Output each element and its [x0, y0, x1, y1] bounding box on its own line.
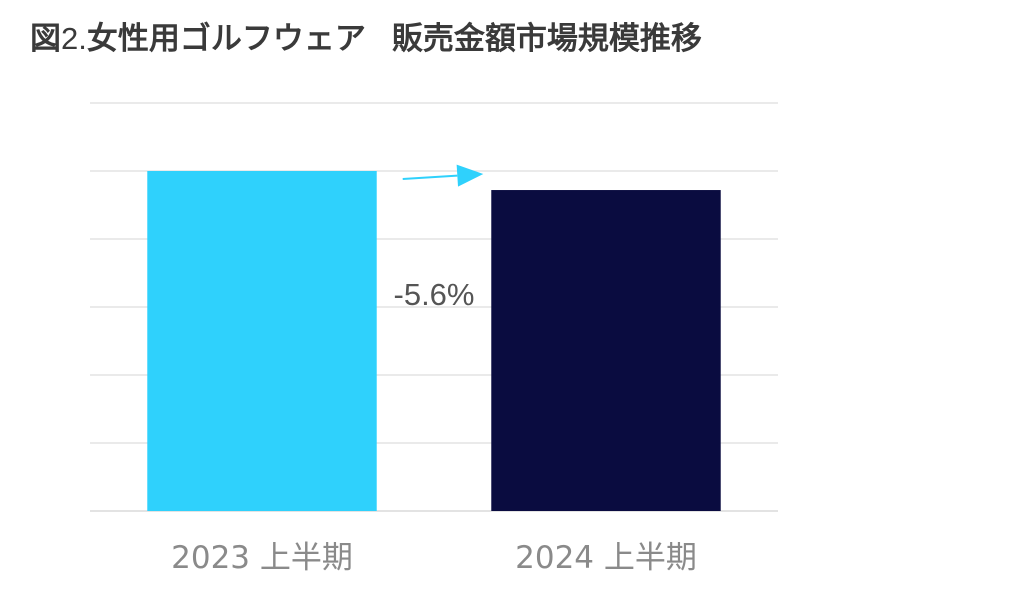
- bars: [147, 171, 721, 512]
- title-sub: 販売金額市場規模推移: [391, 21, 702, 57]
- bar: [491, 190, 721, 512]
- figure-prefix: 図: [30, 21, 61, 57]
- percent-change-label: -5.6%: [394, 277, 475, 312]
- title-main: 女性用ゴルフウェア: [86, 21, 366, 57]
- arrow-head: [456, 164, 484, 187]
- figure-number: 2.: [61, 21, 87, 56]
- x-tick-label: 2023 上半期: [171, 540, 353, 576]
- chart-title: 図2.女性用ゴルフウェア 販売金額市場規模推移: [30, 14, 702, 64]
- bar: [147, 171, 377, 511]
- change-annotation: -5.6%: [394, 164, 484, 312]
- trend-arrow: [402, 174, 458, 180]
- x-tick-labels: 2023 上半期 2024 上半期: [171, 540, 697, 576]
- x-tick-label: 2024 上半期: [515, 540, 697, 576]
